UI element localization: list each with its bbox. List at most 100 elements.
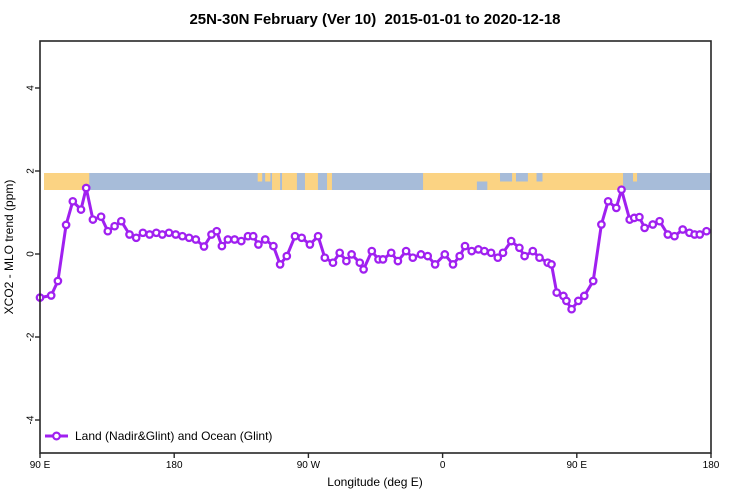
- data-point-marker: [416, 250, 426, 259]
- land-segment: [327, 173, 332, 190]
- land-segment: [633, 173, 638, 182]
- x-tick-label: 90 E: [30, 460, 51, 471]
- land-segment: [265, 173, 271, 182]
- legend: Land (Nadir&Glint) and Ocean (Glint): [45, 429, 272, 443]
- data-point-marker: [480, 246, 489, 256]
- data-point-marker: [611, 203, 621, 213]
- data-point-marker: [552, 288, 562, 297]
- data-point-marker: [157, 230, 167, 239]
- data-point-marker: [567, 304, 576, 314]
- data-point-marker: [254, 240, 263, 249]
- x-tick-label: 180: [703, 460, 720, 471]
- data-point-marker: [359, 265, 368, 274]
- data-point-marker: [199, 242, 209, 251]
- data-point-marker: [320, 253, 330, 263]
- data-point-marker: [678, 225, 688, 234]
- land-segment: [272, 173, 281, 190]
- data-point-marker: [53, 276, 63, 286]
- data-point-marker: [347, 250, 356, 259]
- data-point-marker: [617, 185, 626, 195]
- y-axis-label: XCO2 - MLO trend (ppm): [2, 180, 16, 315]
- data-point-marker: [588, 276, 598, 286]
- data-point-marker: [236, 236, 246, 246]
- data-point-marker: [603, 196, 613, 206]
- data-point-marker: [520, 251, 529, 261]
- data-point-marker: [695, 230, 705, 239]
- x-tick-label: 180: [166, 460, 183, 471]
- data-point-marker: [498, 248, 508, 258]
- data-point-marker: [640, 223, 649, 233]
- data-point-marker: [430, 260, 440, 269]
- data-point-marker: [76, 205, 86, 214]
- y-tick-label: -2: [26, 332, 37, 341]
- data-point-marker: [342, 256, 351, 266]
- data-point-marker: [223, 235, 233, 244]
- data-point-marker: [110, 221, 119, 231]
- data-point-marker: [131, 233, 141, 243]
- data-point-marker: [305, 240, 315, 249]
- data-point-marker: [702, 226, 711, 236]
- data-point-marker: [145, 230, 154, 239]
- data-point-marker: [408, 253, 418, 263]
- data-point-marker: [515, 243, 524, 253]
- water-patch: [515, 173, 528, 182]
- data-point-marker: [467, 246, 477, 256]
- data-point-marker: [68, 196, 78, 206]
- axis-ticks: 90 E 180 90 W 0 90 E 180 -4 -2 0 2 4: [26, 85, 720, 471]
- data-point-marker: [597, 220, 606, 229]
- data-point-marker: [386, 248, 396, 258]
- data-point-marker: [367, 246, 377, 256]
- data-point-marker: [212, 226, 222, 236]
- y-tick-label: 4: [26, 85, 37, 91]
- data-point-marker: [248, 231, 258, 241]
- x-axis-label: Longitude (deg E): [327, 475, 422, 489]
- legend-label: Land (Nadir&Glint) and Ocean (Glint): [75, 429, 272, 443]
- data-point-marker: [328, 258, 338, 268]
- y-tick-label: 2: [26, 168, 37, 174]
- data-point-marker: [81, 183, 91, 193]
- data-point-marker: [275, 260, 285, 269]
- data-point-marker: [191, 235, 201, 244]
- data-point-marker: [290, 231, 300, 241]
- data-point-marker: [269, 241, 278, 251]
- data-point-marker: [138, 228, 148, 238]
- data-point-marker: [663, 230, 673, 239]
- data-point-marker: [506, 236, 516, 246]
- water-patch: [476, 181, 488, 190]
- data-point-marker: [116, 216, 126, 226]
- water-patch: [500, 173, 513, 182]
- data-point-marker: [96, 212, 106, 222]
- data-series: [35, 183, 711, 314]
- data-point-marker: [393, 256, 403, 266]
- data-point-marker: [655, 216, 664, 226]
- land-segment: [44, 173, 90, 190]
- data-point-marker: [46, 291, 56, 300]
- chart-title: 25N-30N February (Ver 10) 2015-01-01 to …: [189, 11, 560, 28]
- data-point-marker: [528, 246, 538, 256]
- data-point-marker: [648, 220, 658, 229]
- data-point-marker: [573, 296, 583, 306]
- data-point-marker: [547, 260, 556, 269]
- data-point-marker: [171, 230, 181, 239]
- data-point-marker: [103, 226, 113, 236]
- data-point-marker: [282, 251, 292, 261]
- data-point-marker: [61, 220, 71, 230]
- data-point-marker: [313, 231, 323, 241]
- data-point-marker: [401, 246, 411, 256]
- data-point-marker: [125, 230, 134, 239]
- data-point-marker: [440, 250, 450, 259]
- data-point-marker: [455, 251, 465, 261]
- data-point-marker: [335, 248, 345, 258]
- data-point-marker: [562, 296, 571, 306]
- x-tick-label: 90 W: [297, 460, 321, 471]
- data-point-marker: [448, 260, 458, 269]
- data-point-marker: [297, 233, 307, 243]
- data-point-marker: [535, 253, 544, 263]
- plot-frame: [39, 40, 712, 454]
- data-point-marker: [486, 248, 496, 258]
- data-point-marker: [355, 258, 365, 268]
- data-point-marker: [493, 253, 503, 263]
- data-point-marker: [378, 255, 388, 264]
- legend-marker-icon: [51, 431, 61, 441]
